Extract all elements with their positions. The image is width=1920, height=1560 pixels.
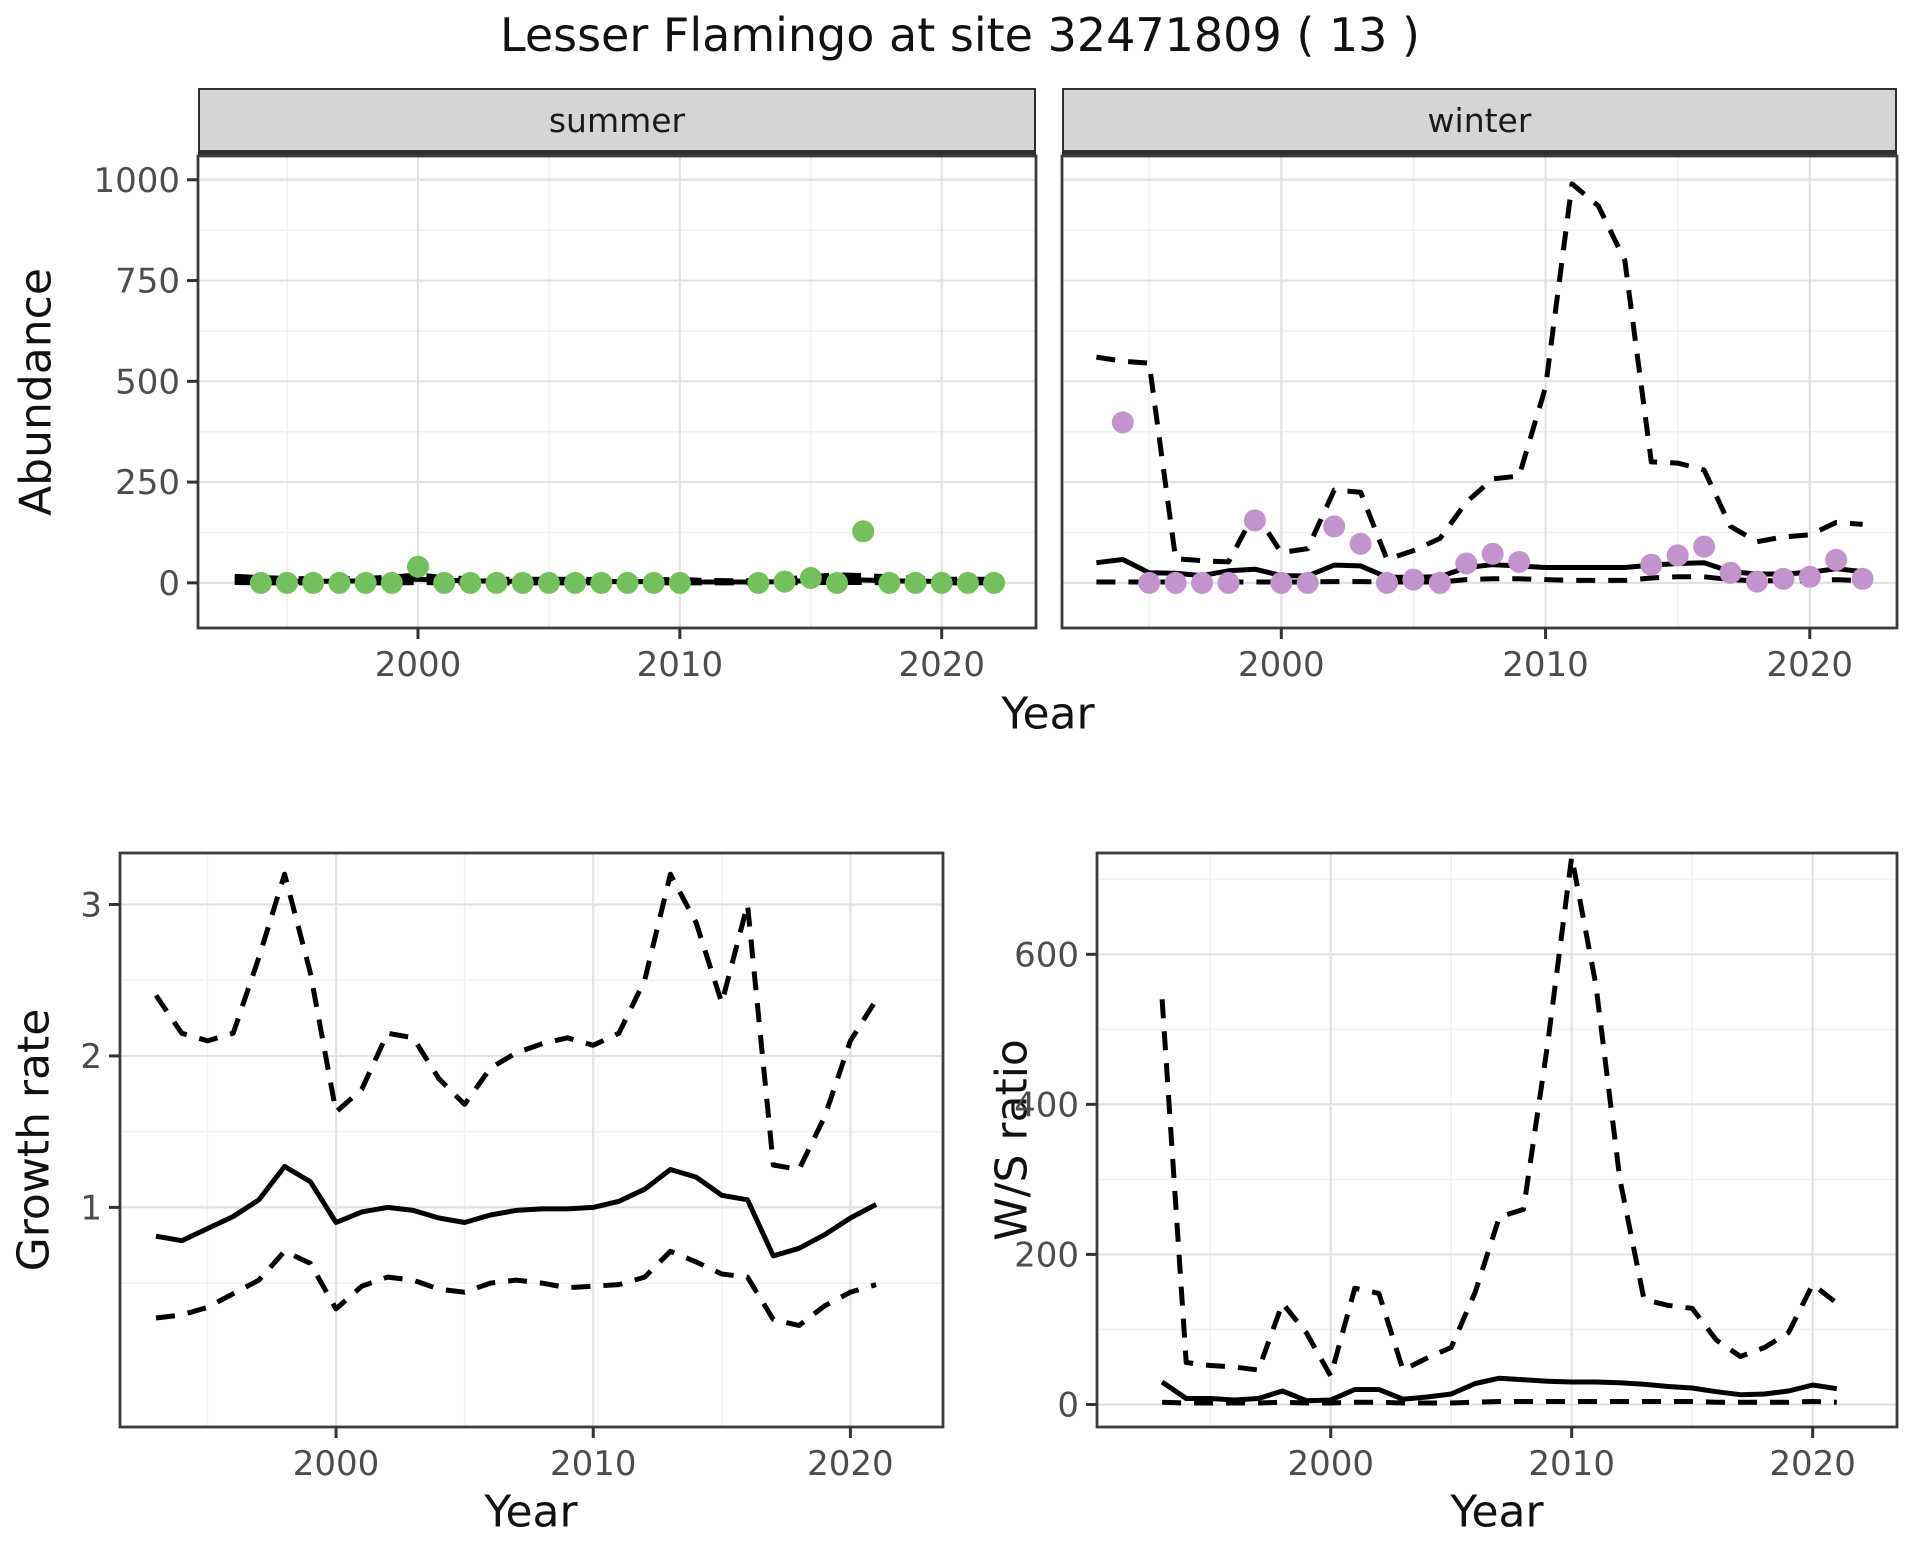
svg-text:2020: 2020	[898, 645, 985, 685]
panel-winter: 2000 2010 2020	[1060, 154, 1899, 685]
svg-text:2000: 2000	[1238, 645, 1325, 685]
svg-text:400: 400	[1014, 1085, 1079, 1125]
svg-text:2: 2	[80, 1037, 102, 1077]
growth-lower_ci-line	[155, 1248, 877, 1328]
svg-text:2020: 2020	[1769, 1444, 1856, 1484]
svg-text:1: 1	[80, 1188, 102, 1228]
plot-title: Lesser Flamingo at site 32471809 ( 13 )	[500, 8, 1420, 62]
svg-text:0: 0	[158, 564, 180, 604]
svg-text:2010: 2010	[1502, 645, 1589, 685]
facet-strip-summer: summer	[198, 88, 1036, 156]
facet-strip-summer-label: summer	[548, 100, 686, 140]
svg-text:2000: 2000	[1287, 1444, 1374, 1484]
svg-text:250: 250	[115, 463, 180, 503]
panel-growth: 2000 2010 2020 1 2 3	[80, 851, 945, 1484]
svg-text:2020: 2020	[1767, 645, 1854, 685]
panel-ws-data	[1159, 854, 1839, 1406]
x-axis-title-year-bottom-right: Year	[1450, 1486, 1544, 1538]
svg-text:2010: 2010	[1528, 1444, 1615, 1484]
panel-winter-data	[1096, 181, 1874, 594]
svg-text:200: 200	[1014, 1235, 1079, 1275]
panel-summer-data	[234, 520, 1006, 594]
x-axis-title-year-top: Year	[1001, 688, 1095, 740]
panel-summer: 2000 2010 2020 0 250 500 750 1000	[93, 154, 1038, 685]
winter-upper_ci-line	[1096, 181, 1863, 565]
svg-text:1000: 1000	[93, 161, 180, 201]
facet-strip-winter: winter	[1062, 88, 1897, 156]
panel-ws: 2000 2010 2020 0 200 400 600	[1014, 851, 1899, 1484]
growth-upper_ci-line	[153, 871, 879, 1172]
ws-median-line	[1160, 1375, 1838, 1404]
winter-points	[1111, 411, 1874, 594]
svg-text:2010: 2010	[637, 645, 724, 685]
svg-text:500: 500	[115, 362, 180, 402]
panel-growth-data	[153, 871, 879, 1328]
svg-text:2020: 2020	[807, 1444, 894, 1484]
summer-points	[249, 520, 1006, 594]
growth-median-line	[155, 1164, 878, 1259]
svg-text:750: 750	[115, 262, 180, 302]
svg-text:2000: 2000	[375, 645, 462, 685]
svg-text:2000: 2000	[293, 1444, 380, 1484]
ws-lower_ci-line	[1162, 1399, 1837, 1406]
svg-text:2010: 2010	[550, 1444, 637, 1484]
x-axis-title-year-bottom-left: Year	[484, 1486, 578, 1538]
ws-upper_ci-line	[1159, 854, 1839, 1379]
svg-text:3: 3	[80, 885, 102, 925]
svg-text:0: 0	[1057, 1385, 1079, 1425]
svg-text:600: 600	[1014, 935, 1079, 975]
facet-strip-winter-label: winter	[1427, 100, 1532, 140]
